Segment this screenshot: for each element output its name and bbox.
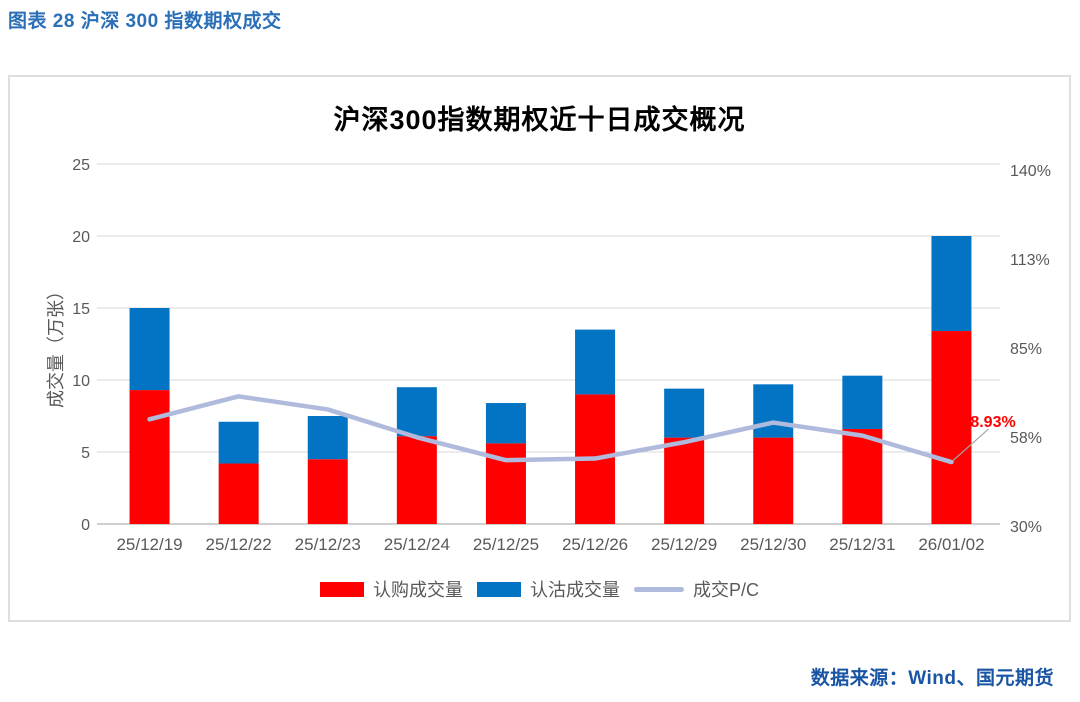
right-axis-tick-label: 85% [1010, 341, 1042, 358]
right-axis-tick-label: 113% [1010, 252, 1050, 269]
figure-caption: 图表 28 沪深 300 指数期权成交 [8, 11, 282, 32]
chart-legend: 认购成交量 认沽成交量 成交P/C [10, 576, 1069, 602]
x-axis-tick-label: 25/12/23 [295, 535, 361, 554]
left-axis-tick-label: 15 [72, 301, 90, 318]
legend-label-put-volume: 认沽成交量 [529, 580, 620, 600]
bar-put-volume [664, 388, 705, 438]
legend-item-pc-ratio: 成交P/C [633, 576, 759, 602]
bar-put-volume [575, 329, 616, 395]
left-axis-tick-label: 20 [72, 229, 90, 246]
legend-item-put-volume: 认沽成交量 [476, 576, 620, 602]
bar-call-volume [218, 463, 259, 524]
call-volume-swatch-icon [319, 581, 364, 597]
left-axis-tick-label: 0 [81, 517, 90, 534]
pc-ratio-line-swatch-icon [633, 586, 684, 592]
chart-plot-area: 0 5 10 15 20 25 30% 58% 85% 113% 140% 25/12/19 25/12… [72, 157, 1051, 554]
x-axis-tick-label: 25/12/29 [651, 535, 717, 554]
left-axis-tick-label: 25 [72, 157, 90, 174]
right-axis-tick-label: 140% [1010, 163, 1051, 180]
legend-label-call-volume: 认购成交量 [372, 580, 463, 600]
legend-label-pc-ratio: 成交P/C [692, 580, 759, 600]
left-axis-tick-label: 10 [72, 373, 90, 390]
pc-ratio-data-label: 48.93% [961, 414, 1015, 431]
bar-call-volume [307, 459, 348, 524]
bar-put-volume [218, 421, 259, 464]
chart-title: 沪深300指数期权近十日成交概况 [333, 105, 746, 135]
annotation-leader-line [952, 428, 989, 462]
bar-call-volume [129, 390, 170, 524]
left-axis-tick-label: 5 [81, 445, 90, 462]
chart-container: 沪深300指数期权近十日成交概况 成交量（万张） 0 5 10 15 20 25 30% 58… [8, 75, 1071, 622]
bar-put-volume [931, 236, 972, 332]
x-axis-tick-label: 25/12/30 [740, 535, 806, 554]
x-axis-tick-label: 26/01/02 [918, 535, 984, 554]
bar-put-volume [396, 387, 437, 437]
right-axis-tick-label: 30% [1010, 519, 1042, 536]
x-axis-tick-label: 25/12/26 [562, 535, 628, 554]
bar-put-volume [129, 308, 170, 391]
bar-call-volume [753, 437, 794, 524]
bar-call-volume [664, 437, 705, 524]
data-source-note: 数据来源：Wind、国元期货 [810, 668, 1054, 689]
bar-put-volume [307, 416, 348, 460]
x-axis-tick-label: 25/12/31 [829, 535, 895, 554]
bar-call-volume [396, 436, 437, 524]
x-axis-tick-label: 25/12/24 [384, 535, 450, 554]
right-axis-tick-label: 58% [1010, 430, 1042, 447]
bar-put-volume [842, 375, 883, 429]
bar-put-volume [485, 403, 526, 444]
x-axis-tick-label: 25/12/22 [206, 535, 272, 554]
legend-item-call-volume: 认购成交量 [319, 576, 463, 602]
put-volume-swatch-icon [476, 581, 521, 597]
bar-put-volume [753, 384, 794, 438]
x-axis-tick-label: 25/12/19 [116, 535, 182, 554]
x-axis-tick-label: 25/12/25 [473, 535, 539, 554]
pc-ratio-line [147, 394, 954, 465]
bar-call-volume [842, 428, 883, 524]
bar-call-volume [931, 331, 972, 524]
